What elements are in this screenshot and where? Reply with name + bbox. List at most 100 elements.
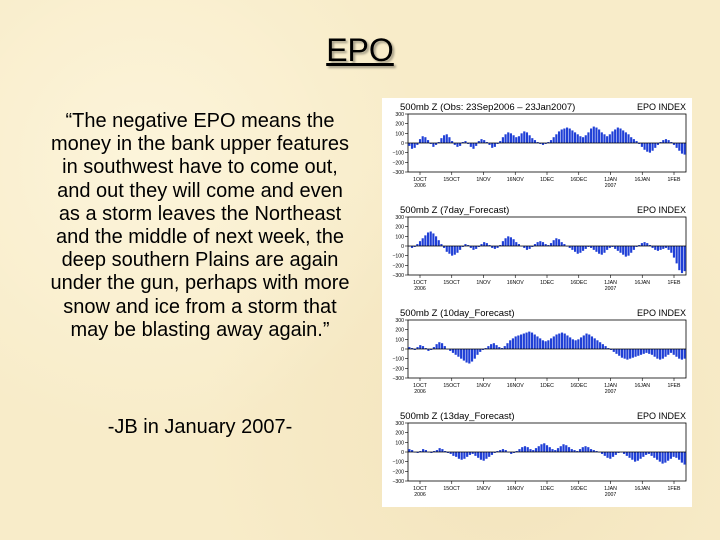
bar <box>659 246 662 250</box>
x-tick-label: 16JAN <box>634 486 650 492</box>
bar <box>672 143 676 145</box>
y-tick-label: −300 <box>392 479 404 485</box>
bar <box>661 349 664 359</box>
bar <box>584 135 587 143</box>
bar <box>632 246 635 250</box>
bar <box>422 449 425 452</box>
bar <box>430 349 433 350</box>
bar <box>410 348 414 349</box>
bar <box>640 243 643 246</box>
bar <box>646 143 649 152</box>
y-tick-label: 200 <box>395 328 404 334</box>
bar <box>424 235 427 246</box>
y-tick-label: 0 <box>401 450 404 456</box>
bar <box>440 343 444 349</box>
bar <box>408 347 411 349</box>
x-tick-label: 16DEC <box>570 486 587 492</box>
bar <box>443 135 446 143</box>
bar <box>576 134 579 143</box>
epo-chart-13day-svg: 500mb Z (13day_Forecast) EPO INDEX 300 20… <box>392 411 687 498</box>
bar <box>642 349 645 354</box>
bar <box>627 134 630 143</box>
bar <box>453 246 456 255</box>
bar <box>566 335 569 349</box>
bar <box>629 349 632 359</box>
x-tick-label: 16NOV <box>507 177 525 183</box>
bar <box>656 143 660 145</box>
chart-index-label: EPO INDEX <box>637 308 686 318</box>
bar <box>614 452 617 455</box>
bar <box>635 246 638 247</box>
bar <box>667 140 670 143</box>
bar <box>421 136 424 143</box>
bar <box>454 349 457 355</box>
bar <box>413 246 416 247</box>
bar <box>611 452 615 457</box>
bar <box>515 451 518 452</box>
bar <box>515 137 518 143</box>
y-tick-label: 300 <box>395 215 404 221</box>
x-tick-label: 16JAN <box>634 177 650 183</box>
chart-title: 500mb Z (7day_Forecast) <box>400 205 509 216</box>
bar <box>517 335 520 349</box>
bar <box>499 450 502 452</box>
epo-chart-observed: 500mb Z (Obs: 23Sep2006 – 23Jan2007) EPO… <box>382 98 692 200</box>
bar <box>675 349 678 357</box>
bar <box>419 345 422 349</box>
bar <box>520 133 523 143</box>
chart-index-label: EPO INDEX <box>637 102 686 112</box>
epo-chart-10day: 500mb Z (10day_Forecast) EPO INDEX 300 20… <box>382 304 692 406</box>
bar <box>664 452 667 463</box>
bar <box>499 245 502 246</box>
bar <box>512 239 515 246</box>
bar <box>528 135 531 143</box>
bar <box>549 140 553 143</box>
bar <box>603 452 606 456</box>
bar <box>622 452 626 454</box>
bar <box>529 449 532 452</box>
bar <box>530 332 534 349</box>
bar <box>573 132 577 143</box>
bar <box>585 333 588 349</box>
bar <box>568 128 571 143</box>
bar <box>445 134 448 143</box>
bar <box>509 237 512 246</box>
bar <box>468 452 472 455</box>
bar <box>590 246 593 248</box>
bar <box>459 246 462 250</box>
chart-index-label: EPO INDEX <box>637 411 686 421</box>
bar <box>531 138 534 143</box>
bar <box>434 236 438 246</box>
bar <box>603 246 606 253</box>
epo-chart-7day-svg: 500mb Z (7day_Forecast) EPO INDEX 300 200… <box>392 205 687 292</box>
bar <box>582 246 585 251</box>
bar <box>477 141 480 143</box>
bar <box>582 137 585 143</box>
bar <box>451 246 454 256</box>
bar <box>456 246 459 253</box>
y-tick-label: −200 <box>392 469 404 475</box>
bar <box>539 241 542 246</box>
bar <box>512 452 516 453</box>
bar <box>611 131 614 143</box>
bar <box>511 338 515 349</box>
bar <box>615 349 618 354</box>
bar <box>659 349 662 360</box>
bar <box>437 240 440 246</box>
bar <box>461 142 464 143</box>
bar <box>576 246 579 254</box>
bar <box>604 346 607 349</box>
bar <box>543 443 546 452</box>
bar <box>645 349 648 353</box>
bar <box>490 452 494 455</box>
y-tick-label: 300 <box>395 421 404 427</box>
bar <box>523 246 526 248</box>
bar <box>491 143 494 148</box>
bar <box>416 452 419 453</box>
bar <box>408 143 411 146</box>
bar <box>595 451 598 452</box>
y-tick-label: 100 <box>395 131 404 137</box>
bar <box>498 347 501 349</box>
x-tick-label: 15OCT <box>443 177 461 183</box>
bar <box>446 452 450 453</box>
